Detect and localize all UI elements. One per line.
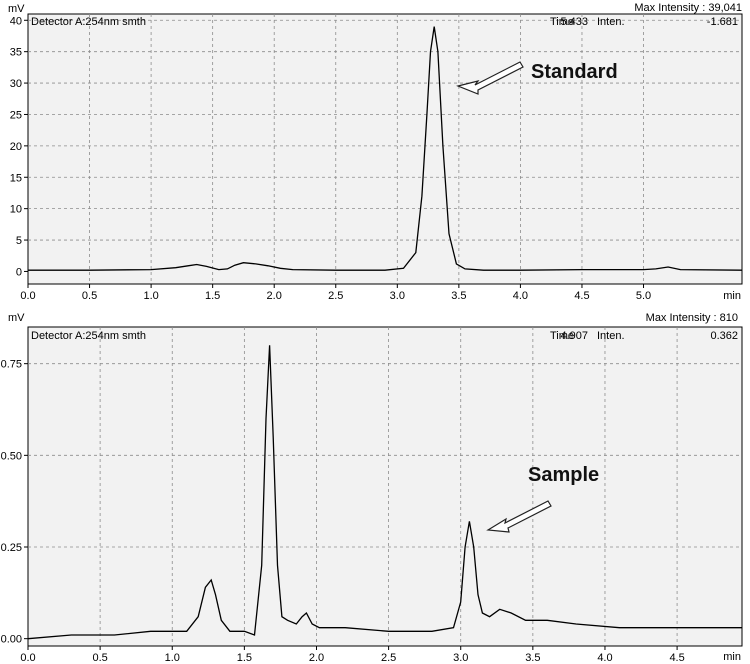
series-line <box>27 345 742 640</box>
y-tick-label: 0.25 <box>1 542 22 554</box>
x-tick-label: 2.5 <box>381 652 396 664</box>
x-tick-label: 0.5 <box>82 290 97 302</box>
annotation-arrow <box>456 61 524 95</box>
grid <box>28 327 742 646</box>
y-tick-label: 0.50 <box>1 450 22 462</box>
y-tick-label: 10 <box>10 204 22 216</box>
plot-area <box>27 326 743 647</box>
y-tick-label: 35 <box>10 47 22 59</box>
time-label: Time <box>550 330 574 342</box>
x-tick-label: 2.5 <box>328 290 343 302</box>
x-tick-label: 3.0 <box>453 652 468 664</box>
x-tick-label: 4.0 <box>597 652 612 664</box>
x-axis: 0.0 0.5 1.0 1.5 2.0 2.5 3.0 3.5 4.0 4.5 <box>20 646 685 664</box>
y-axis: 0.00 0.25 0.50 0.75 <box>1 359 28 646</box>
annotation-sample: Sample <box>528 464 599 486</box>
x-tick-label: 0.5 <box>92 652 107 664</box>
x-tick-label: 2.0 <box>309 652 324 664</box>
x-axis: 0.0 0.5 1.0 1.5 2.0 2.5 3.0 3.5 4.0 4.5 5.0 <box>20 284 651 302</box>
y-tick-label: 5 <box>16 235 22 247</box>
inten-value: 0.362 <box>710 330 738 342</box>
panel-standard: mV Max Intensity : 39,041 Detector A:254… <box>8 2 743 302</box>
annotation-arrow <box>486 500 552 533</box>
y-tick-label: 40 <box>10 15 22 27</box>
time-label: Time <box>550 16 574 28</box>
y-unit-label: mV <box>8 3 25 15</box>
y-tick-label: 0 <box>16 266 22 278</box>
inten-value: -1.681 <box>707 16 738 28</box>
x-tick-label: 3.0 <box>390 290 405 302</box>
y-axis: 0 5 10 15 20 25 30 35 40 <box>10 15 28 278</box>
x-tick-label: 2.0 <box>267 290 282 302</box>
detector-label: Detector A:254nm smth <box>31 330 146 342</box>
x-tick-label: 1.0 <box>165 652 180 664</box>
detector-label: Detector A:254nm smth <box>31 16 146 28</box>
x-unit-label: min <box>723 651 741 663</box>
inten-label: Inten. <box>597 330 625 342</box>
y-unit-label: mV <box>8 312 25 324</box>
y-tick-label: 0.75 <box>1 359 22 371</box>
max-intensity-readout: Max Intensity : 39,041 <box>634 2 742 14</box>
x-tick-label: 0.0 <box>20 652 35 664</box>
series-line <box>28 26 743 271</box>
x-unit-label: min <box>723 290 741 302</box>
y-tick-label: 30 <box>10 78 22 90</box>
x-tick-label: 4.0 <box>513 290 528 302</box>
annotation-standard: Standard <box>531 61 618 83</box>
y-tick-label: 20 <box>10 141 22 153</box>
inten-label: Inten. <box>597 16 625 28</box>
x-tick-label: 4.5 <box>574 290 589 302</box>
x-tick-label: 5.0 <box>636 290 651 302</box>
grid <box>28 14 742 284</box>
panel-sample: mV Max Intensity : 810 Detector A:254nm … <box>1 312 743 664</box>
x-tick-label: 3.5 <box>451 290 466 302</box>
x-tick-label: 1.0 <box>143 290 158 302</box>
max-intensity-readout: Max Intensity : 810 <box>646 312 738 324</box>
y-tick-label: 0.00 <box>1 634 22 646</box>
y-tick-label: 25 <box>10 109 22 121</box>
x-tick-label: 1.5 <box>237 652 252 664</box>
time-value: 4.907 <box>560 330 588 342</box>
x-tick-label: 0.0 <box>20 290 35 302</box>
x-tick-label: 3.5 <box>525 652 540 664</box>
x-tick-label: 4.5 <box>669 652 684 664</box>
y-tick-label: 15 <box>10 172 22 184</box>
x-tick-label: 1.5 <box>205 290 220 302</box>
time-value: 5.433 <box>560 16 588 28</box>
plot-area <box>27 13 743 285</box>
